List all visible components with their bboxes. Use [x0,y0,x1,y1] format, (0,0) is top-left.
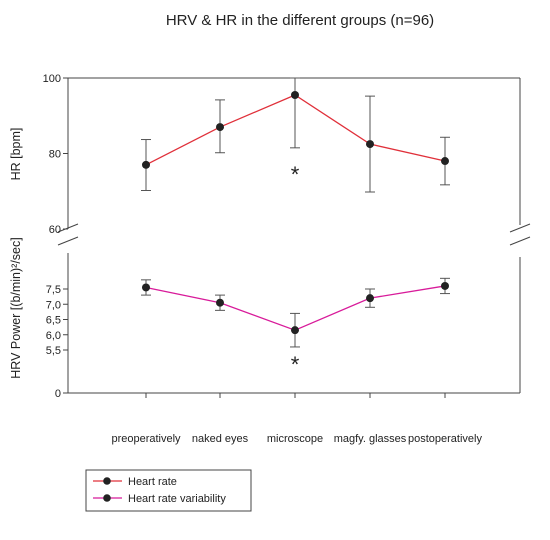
upper-y-tick-label-2: 100 [43,73,61,85]
axis-break-left-2 [57,236,79,246]
lower-y-tick-label-5: 7,5 [46,284,61,296]
legend: Heart rate Heart rate variability [85,469,252,512]
legend-label-0: Heart rate [128,476,177,488]
upper-y-tick-label-1: 80 [49,149,61,161]
x-tick-label-2: microscope [267,433,323,445]
heart-rate-point-3 [366,140,374,149]
x-tick-label-0: preoperatively [111,433,181,445]
lower-y-axis-label: HRV Power [(b/min)²/sec] [9,237,23,378]
legend-label-1: Heart rate variability [128,493,226,505]
axis-break-right-2 [509,236,531,246]
lower-y-tick-label-4: 7,0 [46,299,61,311]
heart-rate-point-4 [441,157,449,166]
legend-box [85,469,252,512]
plot-area: 60 80 100 0 5,5 6,0 6,5 7,0 7,5 preoperatively nak… [9,73,531,445]
axis-break-right-1 [509,223,531,233]
legend-marker-1 [103,494,111,502]
lower-significance-asterisk: * [291,352,300,377]
lower-y-tick-label-3: 6,5 [46,315,61,327]
heart-rate-point-2 [291,90,299,99]
hrv-point-1 [216,298,224,307]
upper-y-tick-label-0: 60 [49,224,61,236]
upper-y-axis-label: HR [bpm] [9,128,23,181]
hrv-point-0 [142,283,150,292]
hrv-point-3 [366,294,374,303]
lower-y-tick-label-0: 0 [55,388,61,400]
upper-significance-asterisk: * [291,162,300,187]
legend-marker-0 [103,477,111,485]
chart-title: HRV & HR in the different groups (n=96) [166,12,434,29]
x-tick-label-4: postoperatively [408,433,482,445]
x-tick-label-3: magfy. glasses [334,433,407,445]
hrv-point-4 [441,281,449,290]
hrv-point-2 [291,326,299,335]
lower-y-tick-label-1: 5,5 [46,345,61,357]
axis-break-left-1 [57,223,79,233]
heart-rate-point-1 [216,123,224,132]
lower-y-tick-label-2: 6,0 [46,330,61,342]
x-tick-label-1: naked eyes [192,433,249,445]
heart-rate-point-0 [142,160,150,169]
